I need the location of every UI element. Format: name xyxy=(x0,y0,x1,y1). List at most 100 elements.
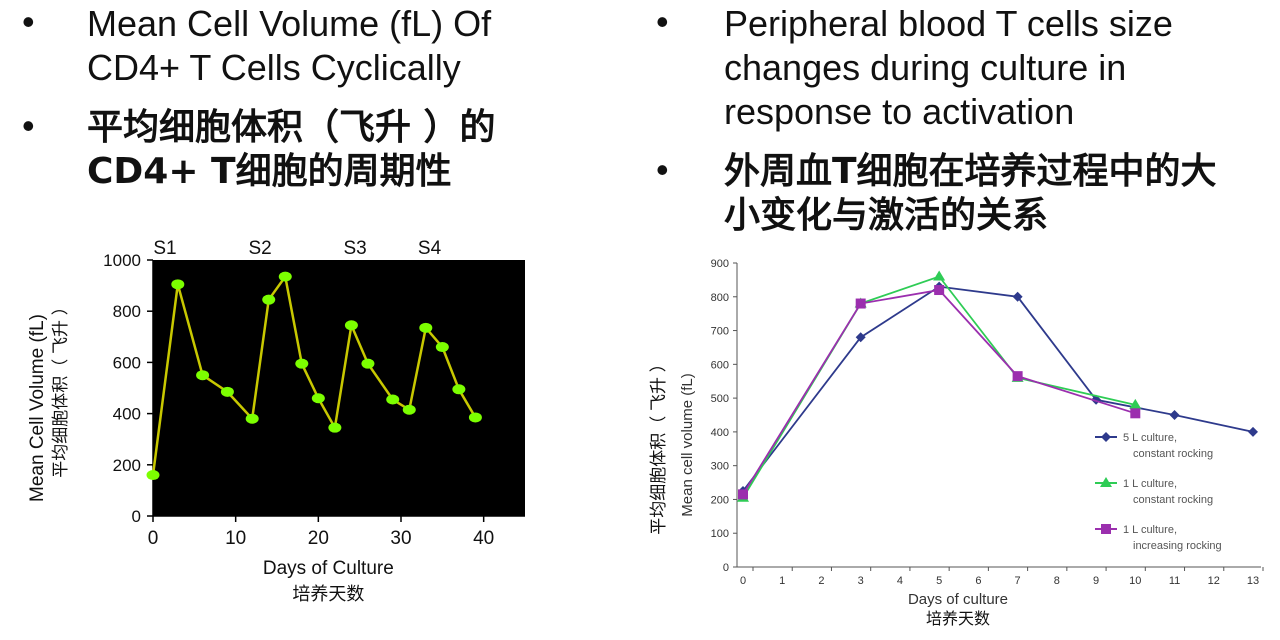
data-point xyxy=(262,294,276,305)
data-point xyxy=(934,285,945,296)
y-tick-label: 800 xyxy=(113,302,141,321)
y-axis-label: Mean cell volume (fL) xyxy=(679,373,696,516)
legend-label: 5 L culture, xyxy=(1123,432,1177,444)
right-bullet-1-line-3: response to activation xyxy=(724,91,1075,132)
y-tick-label: 1000 xyxy=(103,251,141,270)
x-tick-label: 0 xyxy=(148,528,159,549)
x-tick-label: 4 xyxy=(897,575,903,587)
data-point xyxy=(1101,432,1111,442)
series-2 xyxy=(737,270,1142,502)
right-bullet-1-line-2: changes during culture in xyxy=(724,47,1127,88)
x-tick-label: 13 xyxy=(1247,575,1259,587)
y-tick-label: 600 xyxy=(711,359,729,371)
data-point xyxy=(220,386,234,397)
y-tick-label: 800 xyxy=(711,292,729,304)
x-tick-label: 5 xyxy=(936,575,942,587)
data-point xyxy=(344,320,358,331)
y-tick-label: 700 xyxy=(711,326,729,338)
data-point xyxy=(146,470,160,481)
x-tick-label: 3 xyxy=(858,575,864,587)
data-point xyxy=(402,404,416,415)
y-tick-label: 900 xyxy=(711,258,729,270)
y-tick-label: 200 xyxy=(113,456,141,475)
data-point xyxy=(171,279,185,290)
data-point xyxy=(1012,291,1023,302)
left-bullet-2-line-2: CD4+ T细胞的周期性 xyxy=(87,151,452,192)
series-3 xyxy=(738,285,1141,500)
stage-label: S1 xyxy=(153,238,176,259)
series-1 xyxy=(738,281,1258,496)
data-point xyxy=(328,422,342,433)
y-tick-label: 200 xyxy=(711,494,729,506)
data-point xyxy=(1129,398,1142,409)
data-point xyxy=(361,358,375,369)
series-line xyxy=(742,285,1254,492)
plot-background xyxy=(153,260,525,516)
data-point xyxy=(245,413,259,424)
legend-entry: 1 L culture, increasing rocking xyxy=(1095,524,1222,552)
data-point xyxy=(855,332,866,343)
right-bullet-2-line-1: 外周血T细胞在培养过程中的大 xyxy=(724,151,1217,192)
x-tick-label: 11 xyxy=(1169,575,1180,587)
data-point xyxy=(196,370,210,381)
x-tick-label: 9 xyxy=(1093,575,1099,587)
series-line xyxy=(742,275,1136,499)
x-tick-label: 30 xyxy=(390,528,411,549)
y-tick-label: 500 xyxy=(711,393,729,405)
y-axis-label-cn: 平均细胞体积（ 飞升 ） xyxy=(649,355,668,534)
legend-label: 1 L culture, xyxy=(1123,478,1177,490)
data-point xyxy=(452,384,466,395)
x-tick-label: 8 xyxy=(1054,575,1060,587)
x-tick-label: 6 xyxy=(975,575,981,587)
x-tick-label: 10 xyxy=(1129,575,1141,587)
data-point xyxy=(311,393,325,404)
bullet-dot: • xyxy=(656,149,669,190)
x-tick-label: 0 xyxy=(740,575,746,587)
legend-entry: 5 L culture, constant rocking xyxy=(1095,432,1213,460)
stage-label: S4 xyxy=(418,238,442,259)
x-tick-label: 1 xyxy=(779,575,785,587)
data-point xyxy=(933,270,946,281)
right-bullet-1-line-1: Peripheral blood T cells size xyxy=(724,3,1173,44)
bullet-dot: • xyxy=(22,1,35,42)
chart-cd4-cell-volume: 0 200 400 600 800 1000 0 10 20 30 40 S1 S2 S3 S4 Days o… xyxy=(27,238,525,604)
x-tick-label: 10 xyxy=(225,528,246,549)
x-axis-label: Days of Culture xyxy=(263,558,394,579)
y-tick-label: 300 xyxy=(711,461,729,473)
stage-label: S2 xyxy=(248,238,271,259)
data-point xyxy=(468,412,482,423)
data-point xyxy=(1101,524,1111,534)
x-tick-label: 40 xyxy=(473,528,494,549)
data-point xyxy=(1248,426,1258,437)
data-point xyxy=(386,394,400,405)
x-tick-label: 12 xyxy=(1208,575,1220,587)
y-axis-label-cn: 平均细胞体积（ 飞升 ） xyxy=(51,298,70,477)
data-point xyxy=(435,342,449,353)
data-point xyxy=(278,271,292,282)
legend-label: constant rocking xyxy=(1133,494,1213,506)
x-tick-label: 2 xyxy=(818,575,824,587)
left-bullet-2-line-1: 平均细胞体积（飞升 ）的 xyxy=(87,107,496,148)
data-point xyxy=(1012,371,1023,382)
x-tick-label: 20 xyxy=(308,528,329,549)
data-point xyxy=(1130,408,1141,419)
legend-label: 1 L culture, xyxy=(1123,524,1177,536)
right-bullet-2-line-2: 小变化与激活的关系 xyxy=(724,195,1049,236)
y-axis-label: Mean Cell Volume (fL) xyxy=(27,314,48,502)
data-point xyxy=(419,322,433,333)
x-axis-label-cn: 培养天数 xyxy=(926,610,990,628)
bullet-dot: • xyxy=(22,105,35,146)
y-tick-label: 100 xyxy=(711,528,729,540)
left-bullet-1-line-2: CD4+ T Cells Cyclically xyxy=(87,47,461,88)
y-tick-label: 0 xyxy=(723,562,729,574)
y-tick-label: 400 xyxy=(113,405,141,424)
x-axis-label: Days of culture xyxy=(908,591,1008,608)
y-tick-label: 400 xyxy=(711,427,729,439)
data-point xyxy=(1169,410,1180,420)
legend-label: increasing rocking xyxy=(1133,540,1222,552)
y-tick-label: 0 xyxy=(132,507,141,526)
data-point xyxy=(855,298,866,309)
legend-label: constant rocking xyxy=(1133,448,1213,460)
y-tick-label: 600 xyxy=(113,353,141,372)
